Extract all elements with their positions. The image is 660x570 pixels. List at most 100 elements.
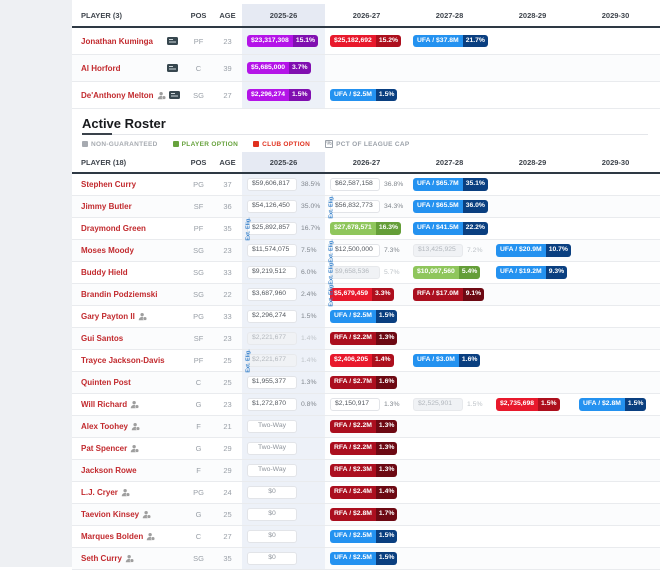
guaranteed-salary-box: $12,500,000 xyxy=(330,244,380,257)
salary-cell-year-1 xyxy=(325,55,408,81)
zero-salary-box: $0 xyxy=(247,552,297,565)
player-name-cell: Draymond Green xyxy=(72,218,184,239)
zero-salary-box: $0 xyxy=(247,486,297,499)
pct-of-cap: 16.7% xyxy=(301,225,321,232)
player-age: 33 xyxy=(223,312,232,321)
player-link[interactable]: L.J. Cryer xyxy=(81,488,118,497)
player-link[interactable]: Alex Toohey xyxy=(81,422,128,431)
column-header-year-2029-30[interactable]: 2029-30 xyxy=(601,157,630,167)
player-status-icon[interactable] xyxy=(157,91,166,100)
player-link[interactable]: Buddy Hield xyxy=(81,268,128,277)
guaranteed-salary-box: $25,892,857 xyxy=(247,222,297,235)
player-link[interactable]: Stephen Curry xyxy=(81,180,137,189)
player-link[interactable]: Jackson Rowe xyxy=(81,466,137,475)
player-status-icon[interactable] xyxy=(142,510,152,519)
player-position: SG xyxy=(193,246,204,255)
pct-of-cap: 1.3% xyxy=(375,442,398,455)
guaranteed-salary-box: $59,606,817 xyxy=(247,178,297,191)
pct-of-cap: 1.5% xyxy=(538,398,560,411)
player-name-cell: Jackson Rowe xyxy=(72,460,184,481)
player-link[interactable]: Quinten Post xyxy=(81,378,131,387)
player-status-icon[interactable] xyxy=(138,312,147,321)
column-header-year-2025-26[interactable]: 2025-26 xyxy=(242,152,325,172)
column-header-player[interactable]: PLAYER (18) xyxy=(81,157,127,167)
salary-cell-year-4 xyxy=(574,28,657,54)
column-header-pos[interactable]: POS xyxy=(190,10,207,20)
column-header-age[interactable]: AGE xyxy=(219,10,236,20)
salary-cell-year-1: UFA / $2.5M 1.5% xyxy=(325,526,408,547)
player-age: 25 xyxy=(223,510,232,519)
player-name-cell: Taevion Kinsey xyxy=(72,504,184,525)
salary-cell-year-0: $54,126,450 35.0% xyxy=(242,196,325,217)
column-header-year-2028-29[interactable]: 2028-29 xyxy=(518,157,547,167)
player-link[interactable]: Taevion Kinsey xyxy=(81,510,140,519)
player-status-icon[interactable] xyxy=(130,444,140,453)
column-header-age[interactable]: AGE xyxy=(219,157,236,167)
pct-of-cap: 3.3% xyxy=(372,288,394,301)
legend-pct-label: PCT OF LEAGUE CAP xyxy=(336,140,410,148)
column-header-year-2026-27[interactable]: 2026-27 xyxy=(352,10,381,20)
salary-amount: $27,678,571 xyxy=(330,222,376,235)
column-header-year-2027-28[interactable]: 2027-28 xyxy=(435,157,464,167)
player-link[interactable]: Al Horford xyxy=(81,63,121,73)
ufa-badge: UFA / $37.8M 21.7% xyxy=(413,34,488,48)
salary-amount: UFA / $3.0M xyxy=(413,354,459,367)
salary-amount: UFA / $2.8M xyxy=(579,398,625,411)
pct-of-cap: 35.0% xyxy=(301,203,321,210)
player-age: 33 xyxy=(223,268,232,277)
player-age: 23 xyxy=(223,246,232,255)
player-link[interactable]: Pat Spencer xyxy=(81,444,128,453)
pct-of-cap: 15.1% xyxy=(292,34,319,48)
ufa-badge: UFA / $19.2M 9.3% xyxy=(496,266,568,279)
player-name-cell: Gary Payton II xyxy=(72,306,184,327)
player-link[interactable]: Moses Moody xyxy=(81,246,134,255)
salary-cell-year-1: $2,150,917 1.3% xyxy=(325,394,408,415)
player-link[interactable]: Trayce Jackson-Davis xyxy=(81,356,165,365)
player-link[interactable]: Draymond Green xyxy=(81,224,146,233)
player-position: G xyxy=(195,400,202,409)
player-link[interactable]: Gui Santos xyxy=(81,334,124,343)
player-status-icon[interactable] xyxy=(131,422,140,431)
salary-cell-year-2 xyxy=(408,548,491,569)
player-status-icon[interactable] xyxy=(146,532,156,541)
pending-table-body: Jonathan Kuminga PF 23 $23,317,308 15.1% $25,… xyxy=(72,28,660,109)
rfa-badge: RFA / $2.4M 1.4% xyxy=(330,486,398,499)
salary-cell-year-0: Two-Way xyxy=(242,416,325,437)
column-header-year-2025-26[interactable]: 2025-26 xyxy=(242,4,325,26)
contract-icon[interactable] xyxy=(167,64,178,72)
player-status-icon[interactable] xyxy=(125,554,134,563)
player-status-icon[interactable] xyxy=(130,400,140,409)
player-status-icon[interactable] xyxy=(121,488,130,497)
pct-of-cap: 15.2% xyxy=(375,34,402,48)
player-link[interactable]: De'Anthony Melton xyxy=(81,90,154,100)
salary-cell-year-3 xyxy=(491,504,574,525)
player-link[interactable]: Gary Payton II xyxy=(81,312,135,321)
column-header-year-2027-28[interactable]: 2027-28 xyxy=(435,10,464,20)
player-link[interactable]: Brandin Podziemski xyxy=(81,290,158,299)
column-header-year-2028-29[interactable]: 2028-29 xyxy=(518,10,547,20)
pct-of-cap: 5.7% xyxy=(384,269,400,276)
player-link[interactable]: Will Richard xyxy=(81,400,128,409)
column-header-year-2026-27[interactable]: 2026-27 xyxy=(352,157,381,167)
salary-cell-year-2: $2,525,901 1.5% xyxy=(408,394,491,415)
column-header-year-2029-30[interactable]: 2029-30 xyxy=(601,10,630,20)
salary-cell-year-3 xyxy=(491,482,574,503)
contract-icon[interactable] xyxy=(168,91,180,99)
guaranteed-salary-box: $56,832,773 xyxy=(330,200,380,213)
legend-pct-of-league-cap: % PCT OF LEAGUE CAP xyxy=(325,140,409,148)
salary-cell-year-0: Ext. Elig. $2,221,677 1.4% xyxy=(242,349,325,372)
player-link[interactable]: Jimmy Butler xyxy=(81,202,132,211)
player-link[interactable]: Jonathan Kuminga xyxy=(81,36,154,46)
table-row: Gui Santos SF 23 $2,221,677 1.4% RFA / $2.2M 1… xyxy=(72,328,660,350)
player-position: G xyxy=(195,444,202,453)
column-header-player[interactable]: PLAYER (3) xyxy=(81,10,122,20)
salary-cell-year-4 xyxy=(574,460,657,481)
contract-icon[interactable] xyxy=(167,37,178,45)
page-left-gutter xyxy=(0,0,72,567)
player-age: 21 xyxy=(223,422,232,431)
player-link[interactable]: Marques Bolden xyxy=(81,532,144,541)
column-header-pos[interactable]: POS xyxy=(190,157,207,167)
salary-cell-year-1: UFA / $2.5M 1.5% xyxy=(325,548,408,569)
salary-cell-year-4 xyxy=(574,174,657,195)
player-link[interactable]: Seth Curry xyxy=(81,554,122,563)
